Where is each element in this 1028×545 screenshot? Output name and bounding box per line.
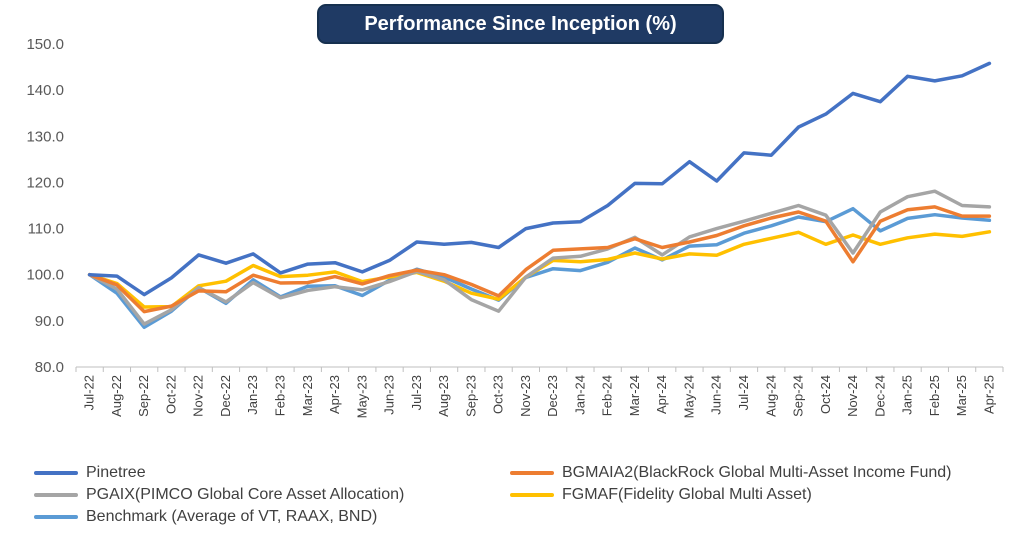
x-tick-label: Nov-24 (845, 375, 860, 417)
legend-label-pgaix: PGAIX(PIMCO Global Core Asset Allocation… (86, 485, 405, 503)
x-tick-label: Aug-24 (763, 375, 778, 417)
legend-swatch-pinetree (34, 470, 78, 475)
x-tick-label: Oct-24 (818, 375, 833, 414)
legend-swatch-fgmaf (510, 492, 554, 497)
x-tick-label: Feb-25 (927, 375, 942, 416)
x-axis-tick-labels: Jul-22 Aug-22 Sep-22 Oct-22 Nov-22 Dec-22 Jan-… (82, 375, 997, 418)
legend-label-pinetree: Pinetree (86, 463, 146, 481)
x-tick-label: Jan-24 (572, 375, 587, 415)
legend-item-benchmark: Benchmark (Average of VT, RAAX, BND) (34, 506, 377, 527)
x-tick-label: Dec-23 (545, 375, 560, 417)
legend-item-pinetree: Pinetree (34, 462, 146, 483)
x-tick-label: Apr-24 (654, 375, 669, 414)
x-tick-label: Jul-24 (736, 375, 751, 410)
x-tick-label: Apr-25 (981, 375, 996, 414)
legend-item-pgaix: PGAIX(PIMCO Global Core Asset Allocation… (34, 484, 404, 505)
legend-swatch-benchmark (34, 514, 78, 519)
y-tick-label: 120.0 (26, 174, 64, 191)
y-tick-label: 80.0 (35, 359, 64, 376)
x-tick-label: May-23 (354, 375, 369, 418)
y-tick-label: 130.0 (26, 128, 64, 145)
x-tick-label: Mar-24 (627, 375, 642, 416)
x-tick-label: Aug-22 (109, 375, 124, 417)
legend-label-benchmark: Benchmark (Average of VT, RAAX, BND) (86, 507, 378, 525)
x-tick-label: Mar-23 (300, 375, 315, 416)
series-line-bgmaia2 (87, 205, 992, 314)
x-tick-label: Dec-22 (218, 375, 233, 417)
legend-swatch-bgmaia2 (510, 470, 554, 475)
legend-label-bgmaia2: BGMAIA2(BlackRock Global Multi-Asset Inc… (562, 463, 952, 481)
chart-title: Performance Since Inception (%) (317, 4, 724, 44)
x-tick-label: May-24 (681, 375, 696, 418)
x-tick-label: Nov-22 (191, 375, 206, 417)
x-tick-label: Oct-23 (491, 375, 506, 414)
legend-swatch-pgaix (34, 492, 78, 497)
x-tick-label: Mar-25 (954, 375, 969, 416)
x-tick-label: Oct-22 (163, 375, 178, 414)
series-line-pgaix (87, 189, 992, 326)
x-tick-label: Jan-25 (900, 375, 915, 415)
y-tick-label: 150.0 (26, 36, 64, 53)
x-tick-label: Aug-23 (436, 375, 451, 417)
legend-label-fgmaf: FGMAF(Fidelity Global Multi Asset) (562, 485, 812, 503)
legend: Pinetree BGMAIA2(BlackRock Global Multi-… (34, 462, 1014, 542)
x-tick-label: Nov-23 (518, 375, 533, 417)
legend-item-fgmaf: FGMAF(Fidelity Global Multi Asset) (510, 484, 812, 505)
x-tick-label: Apr-23 (327, 375, 342, 414)
x-axis-ticks (75, 367, 1004, 372)
x-tick-label: Feb-23 (272, 375, 287, 416)
series-line-pinetree (87, 61, 992, 297)
series-lines (87, 61, 992, 330)
y-tick-label: 140.0 (26, 82, 64, 99)
x-tick-label: Sep-24 (791, 375, 806, 417)
x-tick-label: Jun-23 (382, 375, 397, 415)
x-tick-label: Feb-24 (600, 375, 615, 416)
x-tick-label: Jan-23 (245, 375, 260, 415)
y-axis-tick-labels: 80.0 90.0 100.0 110.0 120.0 130.0 140.0 150.0 (26, 36, 64, 376)
x-tick-label: Dec-24 (872, 375, 887, 417)
x-tick-label: Sep-23 (463, 375, 478, 417)
y-tick-label: 110.0 (28, 221, 64, 238)
y-tick-label: 100.0 (26, 267, 64, 284)
x-tick-label: Sep-22 (136, 375, 151, 417)
x-tick-label: Jul-23 (409, 375, 424, 410)
y-tick-label: 90.0 (35, 313, 64, 330)
x-tick-label: Jul-22 (82, 375, 97, 410)
legend-item-bgmaia2: BGMAIA2(BlackRock Global Multi-Asset Inc… (510, 462, 951, 483)
x-tick-label: Jun-24 (709, 375, 724, 415)
